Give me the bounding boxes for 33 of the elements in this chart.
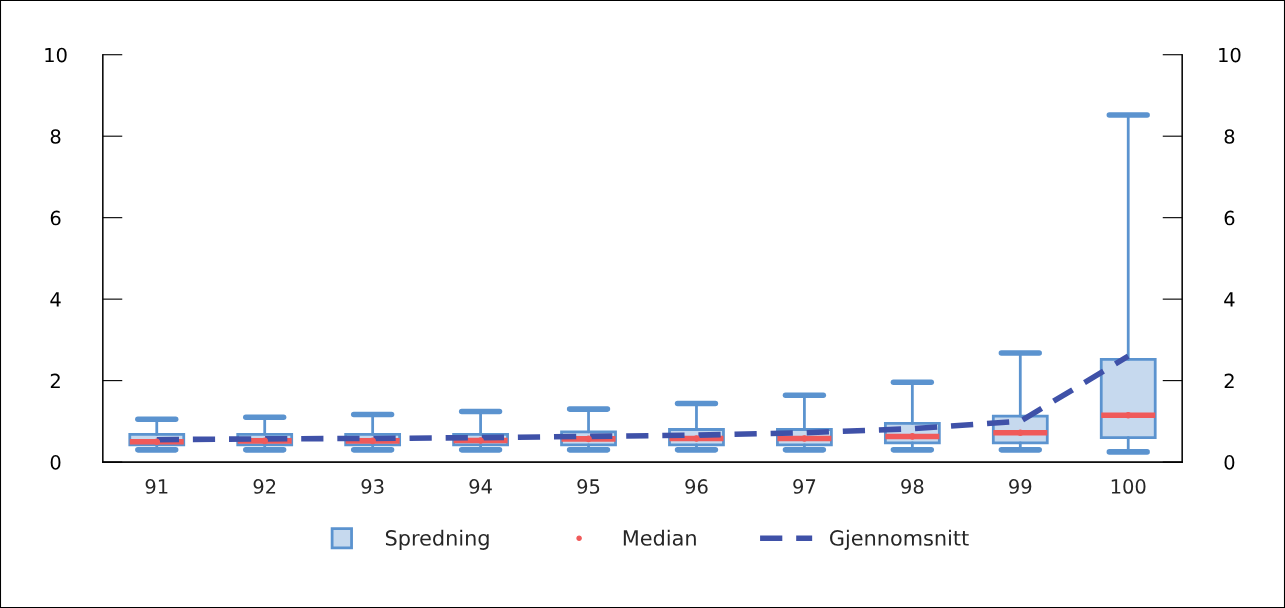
y-tick-label: 6 [50,210,61,226]
y-tick-label: 2 [50,373,60,388]
y-tick-label: 8 [50,129,61,144]
point [801,435,808,442]
x-tick-label: 98 [901,479,924,494]
y-tick-label: 4 [50,292,61,307]
y-tick-label: 10 [45,47,67,63]
x-tick-label: 95 [577,479,600,494]
y2-tick-label: 0 [1224,455,1235,470]
point [477,437,484,444]
x-tick-label: 97 [793,479,816,494]
y2-tick-label: 2 [1224,373,1234,388]
y2-tick-label: 6 [1224,210,1235,226]
x-tick-label: 91 [145,479,168,494]
legend-label: Median [623,529,696,546]
point [585,435,592,443]
x-tick-label: 99 [1009,479,1032,494]
y-tick-label: 0 [50,455,61,470]
y2-tick-label: 4 [1224,292,1235,307]
point [909,433,916,440]
y2-tick-label: 10 [1219,47,1241,63]
x-tick-label: 92 [253,479,276,494]
x-tick-label: 93 [361,479,384,494]
point [153,438,161,446]
y2-tick-label: 8 [1224,129,1235,144]
legend-label: Spredning [385,529,489,550]
point [261,437,269,445]
legend-label: Gjennomsnitt [830,529,969,550]
point [369,437,376,445]
point [693,435,700,442]
x-tick-label: 96 [685,479,708,494]
x-tick-label: 94 [469,479,492,494]
x-tick-label: 100 [1111,479,1146,494]
